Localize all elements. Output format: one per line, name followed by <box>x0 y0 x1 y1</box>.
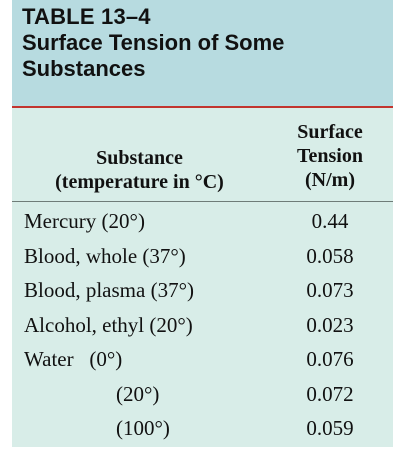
page-margin <box>393 0 401 449</box>
table-row: Mercury (20°) 0.44 <box>12 204 393 239</box>
substance-cell: (20°) <box>116 381 160 406</box>
table-number: TABLE 13–4 <box>22 4 151 29</box>
table-title-line-2: Substances <box>22 56 146 81</box>
substance-cell: (100°) <box>116 416 170 440</box>
substance-cell: Blood, plasma (37°) <box>24 278 194 302</box>
surface-tension-cell: 0.44 <box>311 209 349 233</box>
table-body: Mercury (20°) 0.44 Blood, whole (37°) 0.… <box>12 204 393 446</box>
table-row: Blood, plasma (37°) 0.073 <box>12 273 393 308</box>
surface-tension-cell: 0.076 <box>306 347 354 371</box>
table-row: Alcohol, ethyl (20°) 0.023 <box>12 308 393 343</box>
column-header-substance-line-1: Substance <box>96 147 183 169</box>
substance-cell: Water (0°) <box>24 347 123 371</box>
substance-cell: Blood, whole (37°) <box>24 243 186 268</box>
table-row: (100°) 0.059 <box>12 411 393 446</box>
table-header-row: Substance (temperature in °C) Surface Te… <box>12 112 393 202</box>
column-header-tension-line-2: Tension <box>297 145 363 167</box>
table-row: Blood, whole (37°) 0.058 <box>12 239 393 274</box>
substance-cell: Alcohol, ethyl (20°) <box>24 312 193 337</box>
column-header-substance: Substance (temperature in °C) <box>12 146 267 194</box>
surface-tension-cell: 0.073 <box>306 278 354 302</box>
table-row: (20°) 0.072 <box>12 377 393 412</box>
surface-tension-cell: 0.059 <box>306 416 354 440</box>
surface-tension-table: TABLE 13–4 Surface Tension of Some Subst… <box>12 0 393 447</box>
table-row: Water (0°) 0.076 <box>12 342 393 377</box>
column-header-surface-tension: Surface Tension (N/m) <box>267 120 393 192</box>
surface-tension-cell: 0.023 <box>306 312 354 337</box>
surface-tension-cell: 0.072 <box>306 381 354 406</box>
table-title-band: TABLE 13–4 Surface Tension of Some Subst… <box>12 0 393 108</box>
column-header-tension-line-1: Surface <box>297 121 363 143</box>
table-title-line-1: Surface Tension of Some <box>22 30 285 55</box>
substance-cell: Mercury (20°) <box>24 209 145 233</box>
surface-tension-cell: 0.058 <box>306 243 354 268</box>
column-header-tension-line-3: (N/m) <box>305 169 355 191</box>
column-header-substance-line-2: (temperature in °C) <box>55 171 224 193</box>
